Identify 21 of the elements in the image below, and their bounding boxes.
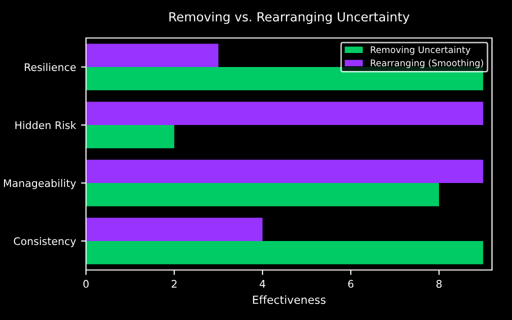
bar bbox=[86, 218, 263, 241]
x-tick-label: 8 bbox=[436, 280, 442, 288]
x-tick-label: 2 bbox=[172, 280, 177, 288]
bar bbox=[86, 125, 174, 148]
legend-label: Rearranging (Smoothing) bbox=[370, 59, 484, 68]
x-tick-label: 0 bbox=[83, 280, 89, 288]
bar bbox=[86, 67, 484, 90]
bar bbox=[86, 183, 440, 206]
bar bbox=[86, 102, 484, 125]
bar bbox=[86, 241, 484, 264]
x-axis-title: Effectiveness bbox=[253, 295, 326, 304]
y-tick-label: Consistency bbox=[14, 237, 76, 248]
chart-title: Removing vs. Rearranging Uncertainty bbox=[169, 12, 410, 24]
y-tick-label: Manageability bbox=[4, 179, 76, 190]
bar bbox=[86, 160, 484, 183]
x-tick-label: 4 bbox=[260, 280, 266, 288]
x-tick-label: 6 bbox=[348, 280, 354, 288]
bar bbox=[86, 44, 218, 67]
y-tick-label: Hidden Risk bbox=[15, 121, 76, 130]
y-tick-label: Resilience bbox=[24, 63, 76, 72]
legend-label: Removing Uncertainty bbox=[370, 46, 470, 55]
